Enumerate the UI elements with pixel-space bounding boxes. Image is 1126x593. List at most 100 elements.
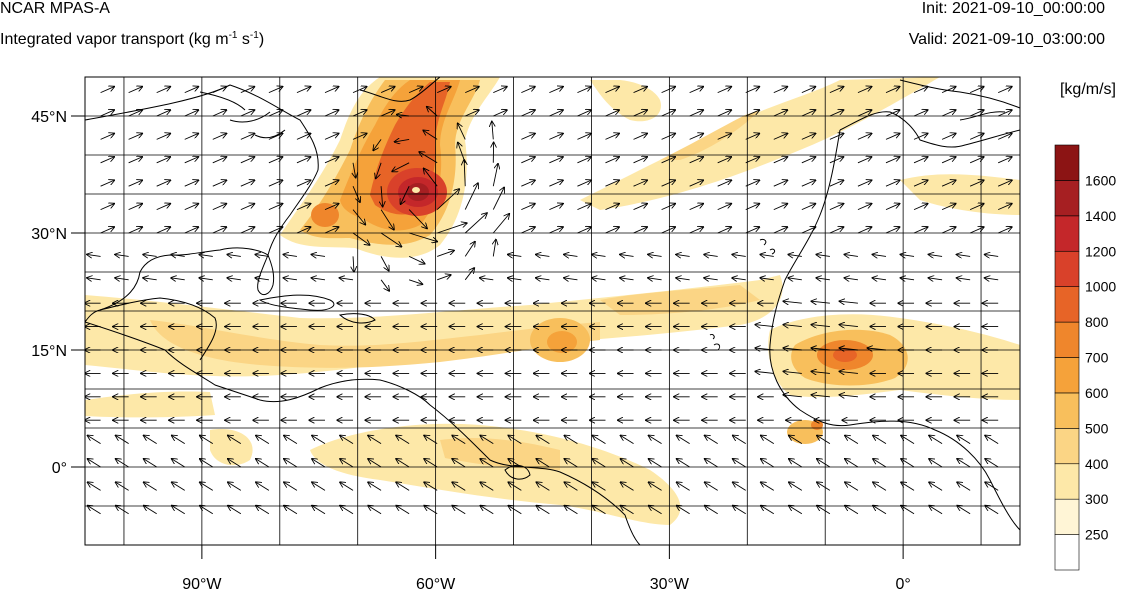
- ivt-vector: [872, 254, 887, 256]
- colorbar-swatch: [1054, 286, 1080, 323]
- ivt-vector: [998, 157, 1012, 164]
- ivt-vector: [536, 278, 550, 280]
- ivt-vector: [143, 459, 157, 468]
- ivt-vector: [773, 110, 788, 117]
- ivt-vector: [100, 227, 115, 234]
- units-exponent-1: -1: [228, 30, 238, 41]
- ivt-vector: [620, 435, 634, 444]
- ivt-vector: [704, 506, 718, 515]
- ivt-vector: [536, 435, 550, 444]
- ivt-vector: [676, 254, 690, 256]
- ivt-vector: [268, 157, 283, 164]
- ivt-vector: [592, 435, 606, 444]
- ivt-vector: [857, 133, 872, 140]
- ivt-vector: [811, 395, 830, 397]
- ivt-vector: [605, 87, 619, 94]
- ivt-region: [210, 429, 253, 466]
- ivt-vector: [268, 133, 283, 140]
- ivt-vector: [839, 301, 858, 303]
- ivt-vector: [87, 254, 101, 256]
- ivt-region: [660, 110, 760, 160]
- ivt-vector: [437, 87, 451, 94]
- ivt-vector: [352, 209, 365, 225]
- ivt-vector: [773, 180, 788, 187]
- ivt-vector: [284, 435, 298, 444]
- ivt-vector: [676, 435, 690, 444]
- ivt-vector: [717, 227, 732, 234]
- ivt-vector: [873, 459, 887, 468]
- ivt-vector: [156, 180, 171, 187]
- ivt-vector: [873, 435, 887, 444]
- ivt-vector: [969, 204, 984, 211]
- field-title-close: ): [258, 31, 265, 48]
- ivt-vector: [789, 435, 803, 444]
- ivt-vector: [577, 110, 591, 117]
- ivt-vector: [998, 110, 1012, 117]
- ivt-vector: [969, 110, 984, 117]
- ivt-vector: [605, 110, 619, 117]
- ivt-vector: [676, 278, 690, 280]
- ivt-vector: [493, 87, 507, 94]
- ivt-vector: [913, 227, 928, 234]
- ivt-vector: [452, 482, 466, 491]
- ivt-vector: [228, 459, 242, 468]
- ivt-vector: [311, 254, 326, 256]
- ivt-vector: [380, 209, 394, 230]
- ivt-vector: [396, 482, 410, 491]
- ivt-vector: [857, 87, 872, 94]
- field-title: Integrated vapor transport (kg m-1 s-1): [0, 31, 264, 49]
- ivt-vector: [717, 204, 732, 211]
- ivt-vector: [143, 278, 157, 280]
- ivt-vector: [761, 459, 775, 468]
- ivt-vector: [732, 278, 746, 280]
- ivt-vector: [661, 87, 676, 94]
- ivt-vector: [998, 227, 1012, 234]
- ivt-vector: [801, 87, 816, 94]
- ivt-vector: [845, 435, 859, 444]
- ivt-vector: [296, 110, 311, 117]
- ivt-vector: [115, 435, 129, 444]
- ivt-vector: [857, 204, 872, 211]
- ivt-vector: [783, 348, 802, 350]
- ivt-vector: [745, 227, 760, 234]
- ivt-vector: [872, 278, 887, 280]
- ivt-vector: [227, 278, 241, 280]
- valid-time: Valid: 2021-09-10_03:00:00: [908, 31, 1105, 48]
- ivt-vector: [452, 506, 466, 515]
- colorbar-swatch: [1054, 428, 1080, 465]
- ivt-vector: [423, 130, 438, 140]
- ivt-vector: [733, 482, 746, 491]
- ivt-vector: [929, 435, 943, 444]
- ivt-vector: [845, 459, 859, 468]
- ivt-vector: [464, 241, 475, 257]
- ivt-vector: [564, 506, 578, 515]
- field-title-mid: s: [237, 31, 250, 48]
- colorbar-label: 500: [1085, 420, 1109, 436]
- ivt-vector: [228, 482, 242, 491]
- ivt-vector: [380, 279, 389, 291]
- ivt-vector: [312, 506, 326, 515]
- ivt-vector: [100, 110, 115, 117]
- ivt-vector: [605, 227, 619, 234]
- ivt-vector: [648, 459, 662, 468]
- ivt-vector: [745, 204, 760, 211]
- colorbar-label: 400: [1085, 456, 1109, 472]
- ivt-region: [310, 423, 681, 525]
- ivt-vector: [761, 435, 775, 444]
- ivt-vector: [128, 227, 143, 234]
- ivt-vector: [592, 459, 606, 468]
- colorbar-units: [kg/m/s]: [1060, 81, 1116, 98]
- model-title: NCAR MPAS-A: [0, 0, 110, 17]
- ivt-vector: [156, 133, 171, 140]
- ivt-vector: [424, 482, 438, 491]
- ivt-vector: [380, 256, 389, 270]
- ivt-vector: [256, 482, 270, 491]
- lat-tick-label: 30°N: [31, 226, 67, 243]
- ivt-vector: [340, 435, 354, 444]
- ivt-vector: [212, 157, 227, 164]
- ivt-vector: [171, 254, 185, 256]
- ivt-vector: [913, 204, 928, 211]
- ivt-vector: [620, 506, 634, 515]
- ivt-vector: [633, 110, 648, 117]
- ivt-vector: [620, 459, 634, 468]
